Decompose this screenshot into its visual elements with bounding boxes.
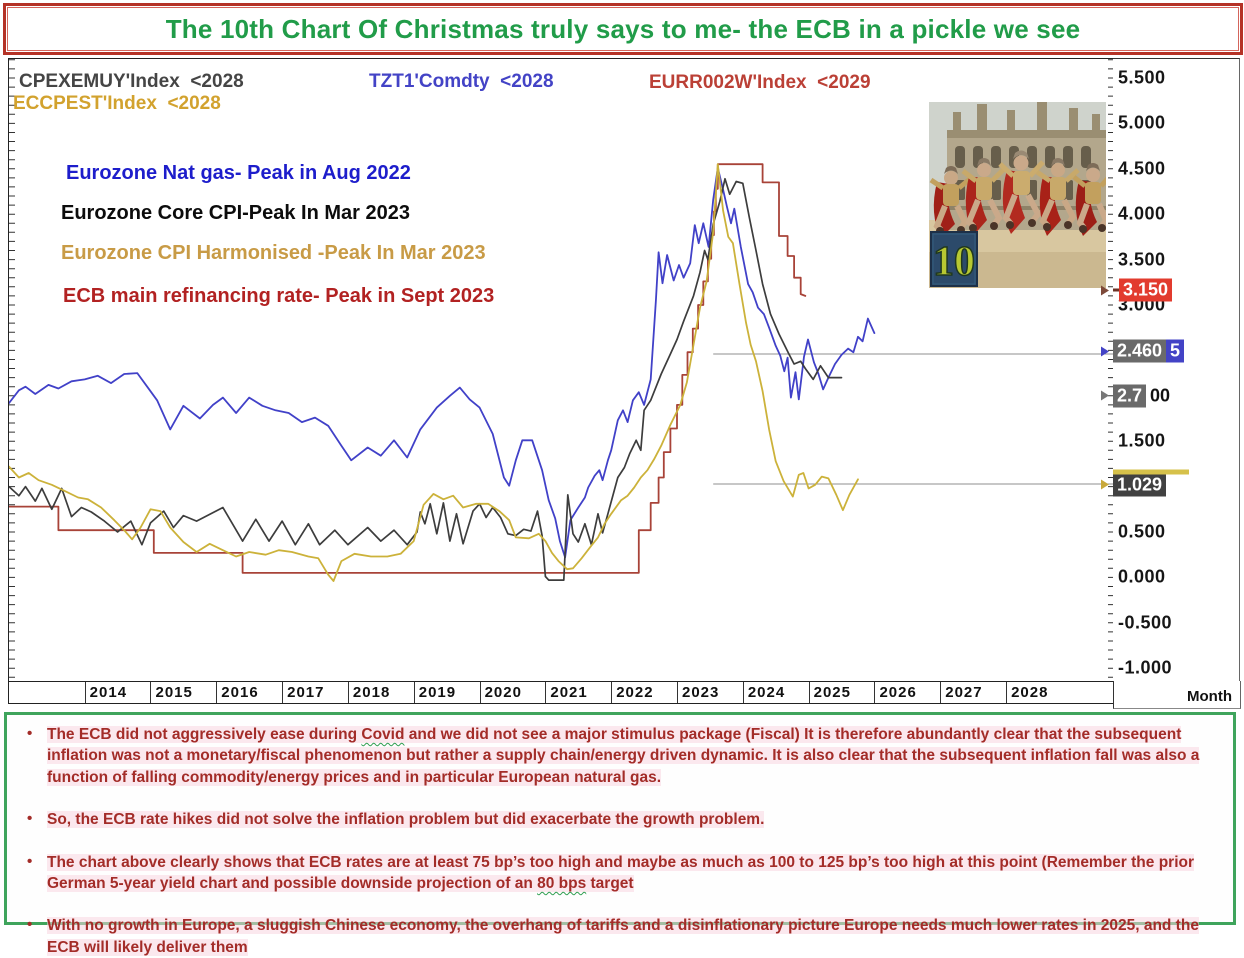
y-axis-label: 1.500 xyxy=(1118,430,1166,451)
annotation-core-cpi: Eurozone Core CPI-Peak In Mar 2023 xyxy=(61,202,411,224)
title-banner: The 10th Chart Of Christmas truly says t… xyxy=(3,3,1243,55)
bullet-text: target xyxy=(586,874,634,892)
x-axis-tick xyxy=(545,682,547,703)
x-axis-year-label: 2015 xyxy=(155,684,193,701)
x-axis-year-label: 2022 xyxy=(616,684,654,701)
commentary-bullet: The chart above clearly shows that ECB r… xyxy=(17,852,1219,895)
ten-lords-a-leaping-image: 10 xyxy=(929,102,1106,288)
inset-number-10: 10 xyxy=(933,239,975,285)
legend-item-refi-rate: EURR002W'Index <2029 xyxy=(649,72,871,93)
commentary-bullet: With no growth in Europe, a sluggish Chi… xyxy=(17,915,1219,958)
commentary-box: The ECB did not aggressively ease during… xyxy=(4,712,1236,956)
y-axis-label: 0.000 xyxy=(1118,566,1166,587)
annotation-cpi-harmonised: Eurozone CPI Harmonised -Peak In Mar 202… xyxy=(61,242,486,264)
y-axis-label: 0.500 xyxy=(1118,521,1166,542)
x-axis-tick xyxy=(874,682,876,703)
bullet-text: The ECB did not aggressively ease during xyxy=(47,726,362,743)
badge-value: 1.029 xyxy=(1113,473,1167,497)
annotation-refi-rate: ECB main refinancing rate- Peak in Sept … xyxy=(63,285,495,307)
last-value-badge: 3.150 xyxy=(1101,278,1173,302)
x-axis-tick xyxy=(808,682,810,703)
x-axis-year-label: 2018 xyxy=(352,684,391,701)
commentary-bullet: So, the ECB rate hikes did not solve the… xyxy=(17,809,1219,830)
x-axis-year-label: 2019 xyxy=(418,684,457,701)
x-axis-year-label: 2017 xyxy=(287,684,325,701)
x-axis-tick xyxy=(413,682,415,703)
leaping-lords xyxy=(929,150,1106,238)
badge-value: 5 xyxy=(1166,339,1185,363)
y-axis-label: 3.500 xyxy=(1118,249,1166,270)
page-title: The 10th Chart Of Christmas truly says t… xyxy=(165,13,1081,44)
x-axis-year-label: 2021 xyxy=(550,684,588,701)
chart-canvas xyxy=(9,59,1114,678)
x-axis-tick xyxy=(216,682,218,703)
axis-arrow-icon xyxy=(1101,390,1109,401)
x-axis-tick xyxy=(742,682,744,703)
x-axis-year-label: 2014 xyxy=(89,684,128,701)
commentary-bullet: The ECB did not aggressively ease during… xyxy=(17,724,1219,788)
y-axis-right: 5.500 5.000 4.500 4.000 3.500 3.000 1.500 0.500… xyxy=(1101,58,1240,703)
x-axis-year-label: 2024 xyxy=(747,684,786,701)
x-axis-tick xyxy=(940,682,942,703)
x-axis-band: 2014 2015 2016 2017 2018 2019 2020 2021 2022 2023… xyxy=(8,681,1114,704)
badge-value: 2.7 xyxy=(1113,384,1147,408)
x-axis-year-label: 2025 xyxy=(813,684,851,701)
last-value-badge: 1.029 xyxy=(1101,469,1189,497)
title-banner-inner: The 10th Chart Of Christmas truly says t… xyxy=(7,7,1239,51)
legend-item-core-cpi: CPEXEMUY'Index <2028 xyxy=(19,71,244,92)
axis-arrow-icon xyxy=(1101,285,1109,295)
x-axis-tick xyxy=(677,682,678,703)
badge-value: 2.460 xyxy=(1113,339,1167,363)
axis-arrow-icon xyxy=(1101,479,1109,490)
y-axis-label: 4.500 xyxy=(1118,158,1166,179)
badge-value: 3.150 xyxy=(1119,278,1173,302)
legend-item-nat-gas: TZT1'Comdty <2028 xyxy=(369,71,554,92)
inset-illustration: 10 xyxy=(929,102,1106,288)
bullet-text: With no growth in Europe, a sluggish Chi… xyxy=(47,917,1199,956)
x-axis-unit-box: Month xyxy=(1113,681,1241,709)
y-axis-label: 5.000 xyxy=(1118,112,1166,133)
x-axis-tick xyxy=(282,682,284,703)
x-axis-tick xyxy=(84,682,86,703)
x-axis-year-label: 2023 xyxy=(682,684,720,701)
x-axis-year-label: 2028 xyxy=(1011,684,1049,701)
y-axis-label: 5.500 xyxy=(1118,67,1166,88)
x-axis-year-label: 2026 xyxy=(879,684,917,701)
last-value-badge: 2.7 00 xyxy=(1101,384,1174,408)
bullet-text: So, the ECB rate hikes did not solve the… xyxy=(47,811,765,829)
y-axis-label: -0.500 xyxy=(1118,612,1173,633)
badge-value: 00 xyxy=(1150,385,1171,406)
x-axis-tick xyxy=(479,682,481,703)
badge-top-strip xyxy=(1113,469,1189,475)
inset-number-plate: 10 xyxy=(930,231,978,287)
x-axis-tick xyxy=(347,682,349,703)
underlined-term: 80 bps xyxy=(537,874,587,892)
x-axis-tick xyxy=(1006,682,1008,703)
x-axis-year-label: 2016 xyxy=(221,684,259,701)
legend-item-cpi-harmonised: ECCPEST'Index <2028 xyxy=(13,93,221,114)
x-axis-year-label: 2020 xyxy=(484,684,522,701)
x-axis-year-label: 2027 xyxy=(945,684,983,701)
x-axis-tick xyxy=(611,682,613,703)
underlined-term: Covid xyxy=(361,726,405,743)
chart-plot-area: CPEXEMUY'Index <2028 TZT1'Comdty <2028 E… xyxy=(8,58,1115,683)
x-axis-unit-label: Month xyxy=(1187,688,1232,705)
badge-value xyxy=(1113,288,1119,292)
annotation-nat-gas: Eurozone Nat gas- Peak in Aug 2022 xyxy=(66,162,411,184)
x-axis-tick xyxy=(150,682,152,703)
axis-arrow-icon xyxy=(1101,346,1109,357)
y-axis-label: 4.000 xyxy=(1118,203,1166,224)
last-value-badge: 2.460 5 xyxy=(1101,339,1185,363)
y-axis-label: -1.000 xyxy=(1118,657,1173,678)
